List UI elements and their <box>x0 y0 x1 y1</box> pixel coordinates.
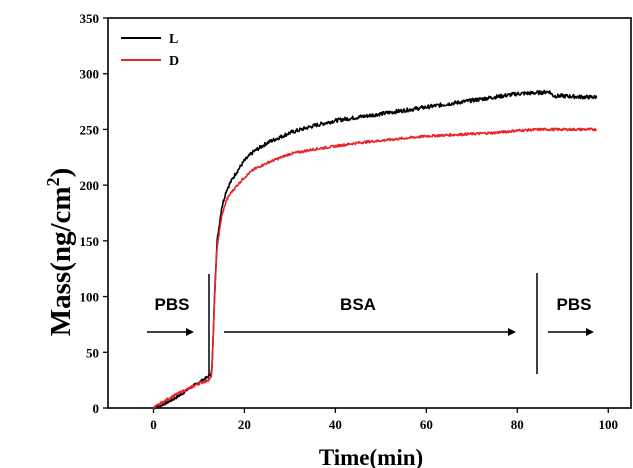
y-tick-label: 250 <box>80 122 100 137</box>
annotation-pbs-1: PBS <box>155 295 190 314</box>
annotation-pbs-2: PBS <box>557 295 592 314</box>
y-tick-label: 50 <box>86 345 99 360</box>
y-tick-label: 350 <box>80 11 100 26</box>
axis-ticks: 0 20 40 60 80 100 0 50 100 150 200 250 300 350 <box>80 11 619 432</box>
series-line-D <box>152 127 598 410</box>
arrowhead-bsa <box>508 328 516 336</box>
legend-label-L: L <box>169 32 178 47</box>
y-tick-label: 200 <box>80 178 100 193</box>
x-tick-label: 100 <box>599 417 619 432</box>
y-tick-label: 100 <box>80 290 100 305</box>
arrowhead-pbs-2 <box>586 328 594 336</box>
annotation-bsa: BSA <box>340 295 376 314</box>
plot-frame <box>107 17 632 409</box>
x-tick-label: 80 <box>511 417 524 432</box>
x-tick-label: 0 <box>150 417 157 432</box>
x-tick-label: 40 <box>329 417 342 432</box>
phase-annotations: PBS BSA PBS <box>147 273 594 376</box>
y-tick-label: 0 <box>93 401 100 416</box>
x-tick-label: 60 <box>420 417 433 432</box>
y-tick-label: 150 <box>80 234 100 249</box>
legend: L D <box>121 32 179 69</box>
x-axis-title: Time(min) <box>319 445 423 468</box>
y-tick-label: 300 <box>80 67 100 82</box>
y-axis-title: Mass(ng/cm2) <box>43 168 77 337</box>
arrowhead-pbs-1 <box>186 328 194 336</box>
series-line-L <box>153 89 598 410</box>
legend-label-D: D <box>169 54 179 69</box>
series-layer <box>152 89 598 410</box>
x-tick-label: 20 <box>238 417 251 432</box>
